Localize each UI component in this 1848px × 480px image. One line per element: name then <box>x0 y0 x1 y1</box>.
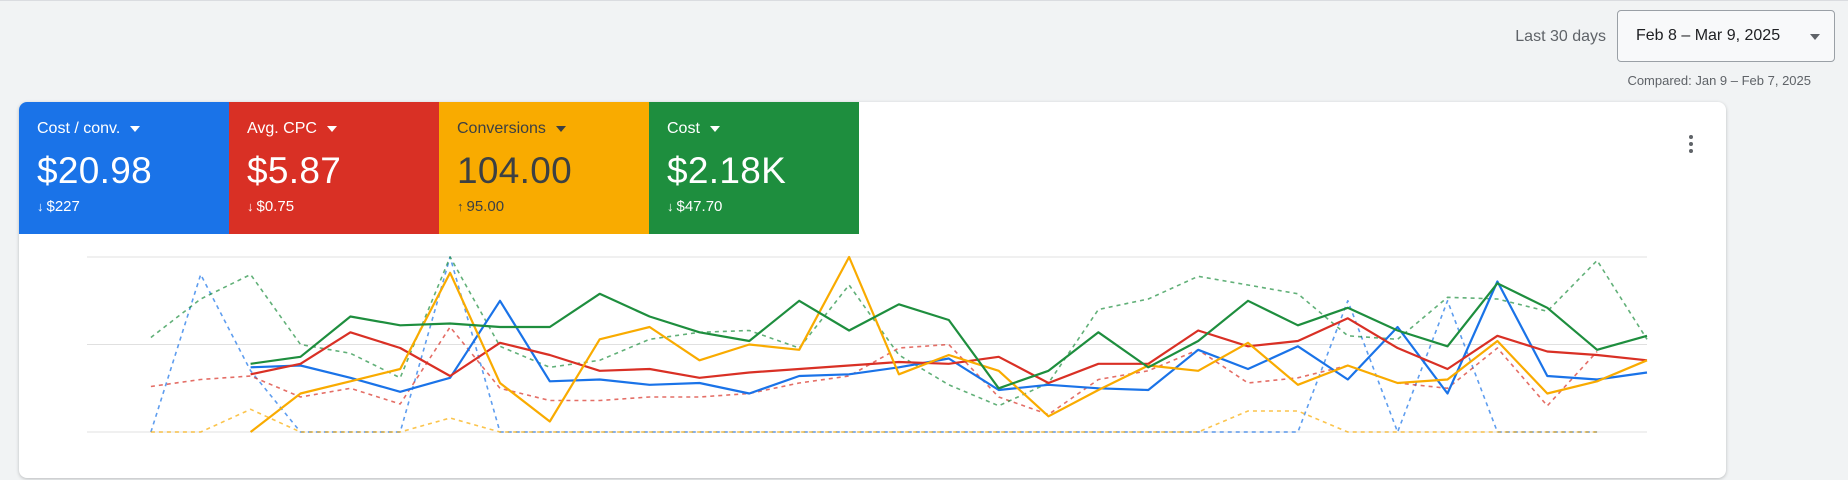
comparison-range: Compared: Jan 9 – Feb 7, 2025 <box>1627 73 1811 88</box>
top-divider <box>0 0 1848 1</box>
arrow-down-icon: ↓ <box>247 198 254 214</box>
line-chart <box>87 255 1648 433</box>
metric-label: Cost <box>667 120 700 137</box>
performance-chart-card: Cost / conv. $20.98 ↓ $227 Avg. CPC $5.87… <box>19 102 1726 478</box>
chevron-down-icon <box>130 126 141 132</box>
metric-tile-conversions[interactable]: Conversions 104.00 ↑ 95.00 <box>439 102 649 234</box>
metric-value: $20.98 <box>37 150 152 191</box>
metric-tile-avg-cpc[interactable]: Avg. CPC $5.87 ↓ $0.75 <box>229 102 439 234</box>
arrow-up-icon: ↑ <box>457 198 464 214</box>
arrow-down-icon: ↓ <box>667 198 674 214</box>
metric-delta: 95.00 <box>466 197 505 215</box>
chevron-down-icon <box>326 126 337 132</box>
metric-label: Conversions <box>457 120 546 137</box>
metric-tile-cost-per-conv[interactable]: Cost / conv. $20.98 ↓ $227 <box>19 102 229 234</box>
series-line <box>250 317 1648 385</box>
series-line <box>249 255 1648 433</box>
metric-delta: $0.75 <box>256 197 295 215</box>
metric-tile-cost[interactable]: Cost $2.18K ↓ $47.70 <box>649 102 859 234</box>
metric-delta: $47.70 <box>676 197 723 215</box>
series-line-comparison <box>150 326 1598 416</box>
series-line-comparison <box>150 256 1648 407</box>
series-line <box>250 282 1648 390</box>
series-line-comparison <box>150 408 1598 433</box>
metric-value: 104.00 <box>457 150 572 191</box>
metric-label: Cost / conv. <box>37 120 121 137</box>
chevron-down-icon <box>709 126 720 132</box>
date-range-label: Last 30 days <box>1515 28 1606 45</box>
metric-value: $5.87 <box>247 150 342 191</box>
date-range-value: Feb 8 – Mar 9, 2025 <box>1636 27 1781 44</box>
dropdown-caret-icon <box>1810 34 1820 40</box>
chevron-down-icon <box>555 126 566 132</box>
metric-value: $2.18K <box>667 150 787 191</box>
date-range-selector[interactable]: Feb 8 – Mar 9, 2025 <box>1617 10 1835 62</box>
arrow-down-icon: ↓ <box>37 198 44 214</box>
metric-label: Avg. CPC <box>247 120 317 137</box>
metric-delta: $227 <box>46 197 80 215</box>
more-vert-icon[interactable] <box>1681 132 1701 158</box>
series-line <box>250 280 1648 395</box>
